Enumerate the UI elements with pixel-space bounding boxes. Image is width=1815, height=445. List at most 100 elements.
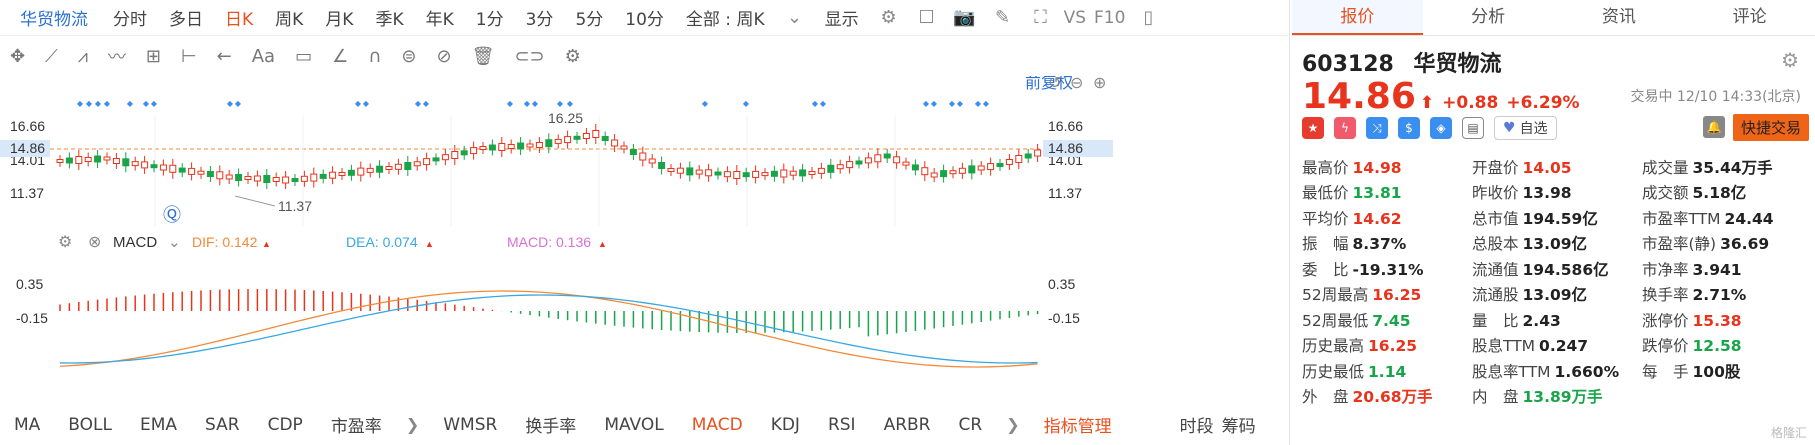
indicator-manager[interactable]: 指标管理 — [1043, 417, 1112, 437]
fast-trade-button[interactable]: 快捷交易 — [1732, 114, 1809, 141]
period-monthly-k[interactable]: 月K — [325, 10, 354, 30]
signal-diamond: ◆ — [957, 99, 964, 108]
dif-up-icon: ▲ — [262, 239, 271, 249]
comment-tool-icon[interactable]: ▭ — [295, 45, 313, 67]
signal-diamond: ◆ — [423, 99, 430, 108]
tab-analysis[interactable]: 分析 — [1471, 7, 1506, 27]
indicator-wmsr[interactable]: WMSR — [443, 414, 498, 435]
polyline-tool-icon[interactable]: ⩘ — [77, 45, 88, 67]
stats-row: 最高价 14.98 开盘价 14.05 成交量 35.44万手 — [1302, 154, 1812, 180]
indicator-cr[interactable]: CR — [958, 414, 983, 435]
tab-news[interactable]: 资讯 — [1601, 7, 1636, 27]
indicator-arbr[interactable]: ARBR — [883, 414, 931, 435]
stat-label: 流通股 — [1472, 286, 1519, 305]
candle-body — [639, 152, 647, 161]
indicator-rsi[interactable]: RSI — [827, 414, 856, 435]
move-icon[interactable]: ✥ — [10, 45, 26, 67]
candle-body — [864, 157, 872, 164]
shuffle-icon[interactable]: ⤨ — [1366, 117, 1388, 139]
tab-quote[interactable]: 报价 — [1292, 0, 1423, 35]
square-icon[interactable]: ☐ — [918, 7, 935, 28]
stat-cell: 每 手 100股 — [1642, 360, 1812, 382]
period-5min[interactable]: 5分 — [575, 10, 604, 30]
stat-value: 24.44 — [1724, 209, 1774, 228]
indicator-ma[interactable]: MA — [14, 414, 41, 435]
scope-select[interactable]: 全部 : 周K — [685, 10, 765, 30]
signal-diamond: ◆ — [812, 99, 819, 108]
line-tool-icon[interactable]: ⟋ — [45, 45, 58, 67]
candle-body — [394, 163, 402, 170]
settings-icon[interactable]: ⚙ — [564, 45, 581, 67]
fullscreen-icon[interactable]: ⛶ — [1034, 7, 1047, 28]
stat-cell: 换手率 2.71% — [1642, 283, 1812, 305]
period-quarterly-k[interactable]: 季K — [375, 10, 404, 30]
indicator-kdj[interactable]: KDJ — [770, 414, 800, 435]
indicator-macd[interactable]: MACD — [691, 414, 743, 435]
stat-cell: 52周最高 16.25 — [1302, 283, 1472, 305]
arrow-tool-icon[interactable]: ← — [216, 45, 232, 67]
dollar-icon[interactable]: $ — [1398, 117, 1420, 139]
chevron-down-icon[interactable]: ⌄ — [787, 7, 803, 28]
period-intraday[interactable]: 分时 — [113, 10, 147, 30]
magnet-icon[interactable]: ∩ — [368, 45, 382, 67]
period-yearly-k[interactable]: 年K — [425, 10, 454, 30]
bell-icon[interactable]: 🔔 — [1703, 116, 1725, 138]
stat-value: 15.38 — [1692, 311, 1742, 330]
tab-comments[interactable]: 评论 — [1732, 7, 1767, 27]
wave-tool-icon[interactable]: 〰 — [107, 47, 126, 68]
bookmark-icon[interactable]: ▤ — [1462, 117, 1484, 139]
fibonacci-tool-icon[interactable]: ⊞ — [145, 45, 161, 67]
period-daily-k[interactable]: 日K — [225, 10, 254, 30]
text-tool-icon[interactable]: Aa — [251, 45, 276, 67]
panel-toggle-icon[interactable]: ▯ — [1143, 7, 1154, 28]
chevron-right-icon[interactable]: ❯ — [405, 415, 420, 434]
vs-button[interactable]: VS — [1063, 7, 1087, 28]
candle-body — [225, 174, 233, 180]
display-menu[interactable]: 显示 — [824, 10, 859, 30]
lock-icon[interactable]: ⊜ — [401, 45, 417, 67]
candle-body — [404, 162, 412, 170]
tag-icon[interactable]: ◈ — [1430, 117, 1452, 139]
indicator-boll[interactable]: BOLL — [68, 414, 112, 435]
stat-label: 历史最高 — [1302, 337, 1365, 356]
indicator-turnover[interactable]: 换手率 — [525, 417, 577, 437]
indicator-mavol[interactable]: MAVOL — [604, 414, 664, 435]
indicator-cdp[interactable]: CDP — [267, 414, 303, 435]
chevron-right-icon[interactable]: ❯ — [1006, 415, 1020, 434]
current-price-tag-left — [0, 140, 50, 157]
candle-body — [987, 163, 995, 171]
angle-tool-icon[interactable]: ∠ — [332, 45, 349, 67]
gear-icon[interactable]: ⚙ — [880, 7, 897, 28]
kline-chart[interactable]: 前复权 ↺ ⊖ ⊕ 16.66 16.66 14.01 14.01 11.37 11.37 14.8… — [0, 74, 1290, 406]
indicator-pe[interactable]: 市盈率 — [330, 417, 382, 437]
candle-body — [996, 163, 1004, 167]
hide-icon[interactable]: ⊘ — [436, 45, 452, 67]
period-1min[interactable]: 1分 — [475, 10, 504, 30]
signal-diamond: ◆ — [86, 99, 93, 108]
stat-value: 3.941 — [1692, 260, 1742, 279]
indicator-sar[interactable]: SAR — [205, 414, 240, 435]
camera-icon[interactable]: 📷 — [953, 7, 976, 28]
chips-selector[interactable]: 筹码 — [1221, 417, 1256, 437]
period-3min[interactable]: 3分 — [525, 10, 554, 30]
period-multiday[interactable]: 多日 — [169, 10, 203, 30]
period-selector[interactable]: 时段 — [1179, 417, 1214, 437]
f10-button[interactable]: F10 — [1094, 7, 1126, 28]
trash-icon[interactable]: 🗑 — [471, 45, 495, 67]
range-tool-icon[interactable]: ⊢ — [180, 45, 197, 67]
gear-icon[interactable]: ⚙ — [1781, 48, 1799, 72]
pencil-icon[interactable]: ✎ — [995, 7, 1011, 28]
period-10min[interactable]: 10分 — [625, 10, 664, 30]
watchlist-button[interactable]: ♥ 自选 — [1494, 116, 1557, 140]
stat-value: 1.14 — [1368, 362, 1407, 381]
stock-title[interactable]: 华贸物流 — [20, 10, 88, 30]
candle-body — [470, 147, 478, 155]
link-icon[interactable]: ⊂⊃ — [514, 45, 545, 67]
stat-cell: 量 比 2.43 — [1472, 309, 1642, 331]
stat-cell: 成交量 35.44万手 — [1642, 156, 1812, 178]
period-weekly-k[interactable]: 周K — [275, 10, 304, 30]
zoom-in-icon: ⊕ — [1093, 76, 1106, 92]
indicator-ema[interactable]: EMA — [139, 414, 178, 435]
lightning-icon[interactable]: ϟ — [1334, 117, 1356, 139]
